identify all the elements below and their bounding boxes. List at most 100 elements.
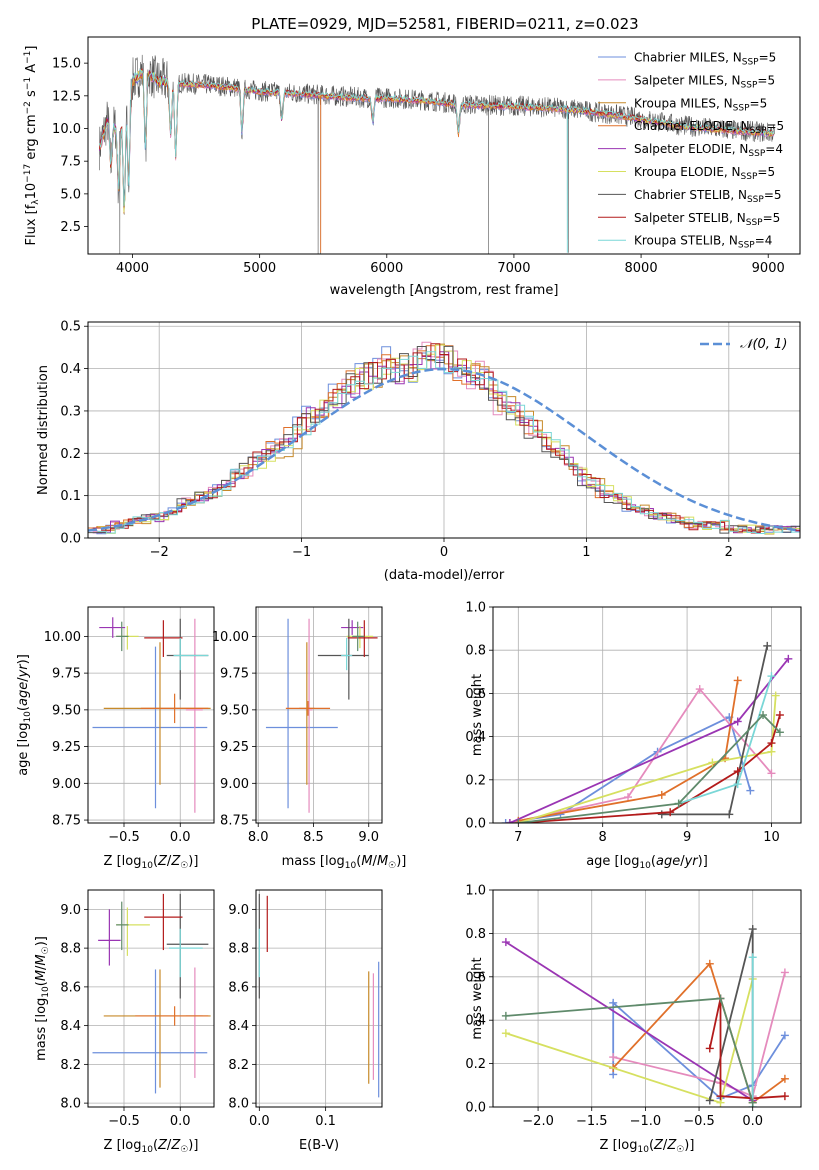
- legend-label: Chabrier STELIB, NSSP=5: [634, 188, 782, 205]
- x-tick-label: 9000: [752, 261, 785, 276]
- error-bar-point: [173, 637, 209, 671]
- mass-weight-marker: [657, 810, 666, 819]
- y-tick-label: 10.00: [44, 630, 81, 645]
- y-tick-label: 9.00: [220, 777, 249, 792]
- x-tick-label: 10: [763, 830, 780, 845]
- x-tick-label: 4000: [116, 261, 149, 276]
- x-tick-label: 7000: [497, 261, 530, 276]
- x-tick-label: 8: [599, 830, 607, 845]
- x-tick-label: 7: [514, 830, 522, 845]
- legend-label: Chabrier ELODIE, NSSP=5: [634, 119, 784, 136]
- y-tick-label: 8.0: [228, 1097, 249, 1112]
- error-bar-point: [347, 620, 378, 657]
- spectrum-line: [99, 68, 775, 208]
- y-tick-label: 8.2: [60, 1058, 81, 1073]
- mass-weight-marker: [767, 739, 776, 748]
- error-bar-point: [92, 969, 208, 1094]
- legend-label: Salpeter ELODIE, NSSP=4: [634, 142, 783, 159]
- error-bar-point: [169, 928, 203, 978]
- x-tick-label: 0.1: [315, 1114, 336, 1129]
- axes-frame: [87, 606, 215, 824]
- y-tick-label: 0.8: [465, 644, 486, 659]
- mass-weight-marker: [763, 641, 772, 650]
- mass-weight-marker: [705, 959, 714, 968]
- mass-weight-marker: [501, 938, 510, 947]
- weight-vs-z-panel: −2.0 −1.5 −1.0 −0.5 0.0 0.0 0.2 0.4 0.6 0.8 1.0 mas…: [465, 884, 802, 1155]
- y-tick-label: 9.75: [220, 667, 249, 682]
- y-tick-label: 0.5: [60, 320, 81, 335]
- x-tick-label: 0.0: [249, 1114, 270, 1129]
- mass-weight-marker: [771, 691, 780, 700]
- y-tick-label: 1.0: [465, 601, 486, 616]
- error-bar-point: [99, 617, 126, 638]
- x-tick-label: 0: [440, 545, 448, 560]
- y-axis-label: age [log10(age/yr)]: [16, 654, 33, 776]
- error-bar-point: [116, 901, 129, 951]
- mass-weight-marker: [733, 676, 742, 685]
- mass-weight-marker: [748, 953, 757, 962]
- mass-weight-marker: [609, 1053, 618, 1062]
- y-tick-label: 0.2: [465, 1057, 486, 1072]
- y-tick-label: 0.2: [60, 447, 81, 462]
- mass-weight-marker: [780, 1031, 789, 1040]
- y-tick-label: 10.0: [52, 122, 81, 137]
- x-axis-label: Z [log10(Z/Z☉)]: [600, 1138, 695, 1155]
- mass-weight-marker: [708, 758, 717, 767]
- x-axis-label: wavelength [Angstrom, rest frame]: [330, 283, 559, 298]
- error-bar-point: [140, 693, 209, 724]
- x-axis-label: (data-model)/error: [384, 568, 505, 583]
- x-tick-label: 5000: [243, 261, 276, 276]
- axes-frame: [87, 36, 801, 255]
- y-axis-label: mass [log10(M/M☉)]: [34, 936, 51, 1061]
- x-axis-label: Z [log10(Z/Z☉)]: [104, 1138, 199, 1155]
- x-tick-label: −0.5: [683, 1114, 715, 1129]
- mass-weight-marker: [759, 711, 768, 719]
- y-tick-label: 8.6: [228, 980, 249, 995]
- mass-weight-line: [509, 687, 773, 823]
- error-bar-point: [285, 701, 331, 716]
- y-tick-label: 8.4: [228, 1019, 249, 1034]
- y-tick-label: 8.4: [60, 1019, 81, 1034]
- x-tick-label: 1: [582, 545, 590, 560]
- x-tick-label: −1.0: [630, 1114, 662, 1129]
- age-vs-mass-panel: 8.0 8.5 9.0 8.75 9.00 9.25 9.50 9.75 10.00 mass […: [212, 606, 407, 871]
- y-tick-label: 12.5: [52, 89, 81, 104]
- mass-weight-marker: [666, 808, 675, 817]
- y-tick-label: 9.50: [52, 703, 81, 718]
- mass-weight-marker: [716, 994, 725, 1003]
- x-tick-label: −2.0: [522, 1114, 554, 1129]
- mass-weight-marker: [767, 769, 776, 778]
- histogram-step: [97, 351, 800, 534]
- x-axis-label: mass [log10(M/M☉)]: [282, 854, 407, 871]
- spectrum-legend: Chabrier MILES, NSSP=5 Salpeter MILES, NS…: [598, 51, 784, 251]
- mass-weight-marker: [775, 711, 784, 719]
- y-axis-label: mass weight: [470, 674, 485, 756]
- y-tick-label: 9.0: [60, 903, 81, 918]
- y-tick-label: 0.4: [60, 362, 81, 377]
- error-bar-point: [144, 620, 183, 657]
- normal-curve: [88, 367, 800, 532]
- residual-histogram-panel: −2 −1 0 1 2 0.0 0.1 0.2 0.3 0.4 0.5 𝒩(0, 1) (data-mo…: [36, 320, 801, 583]
- x-tick-label: −0.5: [108, 830, 140, 845]
- error-bar-point: [352, 621, 365, 652]
- axes-frame: [255, 606, 383, 824]
- mass-weight-marker: [501, 819, 510, 823]
- legend-label: Chabrier MILES, NSSP=5: [634, 51, 776, 68]
- y-tick-label: 8.2: [228, 1058, 249, 1073]
- mass-weight-marker: [695, 685, 704, 694]
- axes-frame: [492, 889, 802, 1108]
- x-tick-label: 2: [725, 545, 733, 560]
- y-tick-label: 8.75: [220, 814, 249, 829]
- axes-frame: [87, 889, 215, 1108]
- spectrum-panel: 4000 5000 6000 7000 8000 9000 2.5 5.0 7.5 10.0 12.…: [23, 36, 801, 298]
- y-tick-label: 9.75: [52, 667, 81, 682]
- y-tick-label: 8.8: [228, 942, 249, 957]
- mass-weight-marker: [505, 819, 514, 823]
- error-bar-point: [92, 646, 208, 809]
- mass-weight-marker: [780, 1092, 789, 1101]
- y-tick-label: 0.0: [60, 532, 81, 547]
- mass-weight-marker: [780, 1074, 789, 1083]
- y-tick-label: 9.25: [220, 740, 249, 755]
- x-tick-label: 0.0: [742, 1114, 763, 1129]
- mass-weight-line: [518, 680, 739, 822]
